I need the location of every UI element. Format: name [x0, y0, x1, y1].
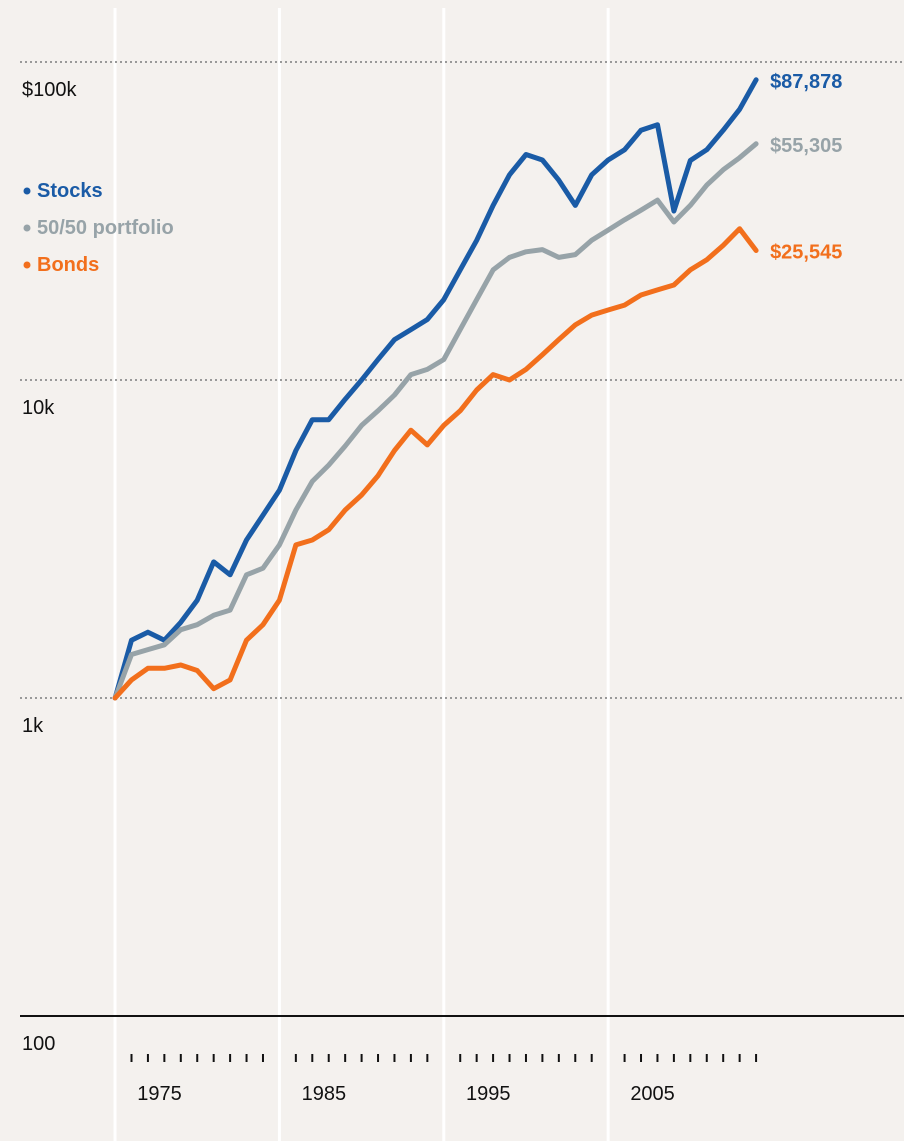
legend-marker [23, 261, 31, 269]
end-label: $55,305 [770, 135, 842, 157]
y-tick-label: 10k [22, 397, 55, 419]
legend-label: Bonds [37, 254, 99, 276]
x-tick-label: 1995 [466, 1083, 511, 1105]
series-line [112, 226, 759, 701]
end-label: $87,878 [770, 71, 842, 93]
legend-marker [23, 187, 31, 195]
legend-marker [23, 224, 31, 232]
end-label: $25,545 [770, 241, 842, 263]
series-line [112, 77, 759, 701]
x-tick-label: 1985 [302, 1083, 347, 1105]
y-tick-label: 100 [22, 1033, 55, 1055]
legend-label: 50/50 portfolio [37, 217, 174, 239]
x-tick-label: 1975 [137, 1083, 182, 1105]
x-tick-label: 2005 [630, 1083, 675, 1105]
y-tick-label: $100k [22, 79, 77, 101]
y-tick-label: 1k [22, 715, 44, 737]
legend-label: Stocks [37, 180, 103, 202]
series-line [112, 141, 759, 701]
